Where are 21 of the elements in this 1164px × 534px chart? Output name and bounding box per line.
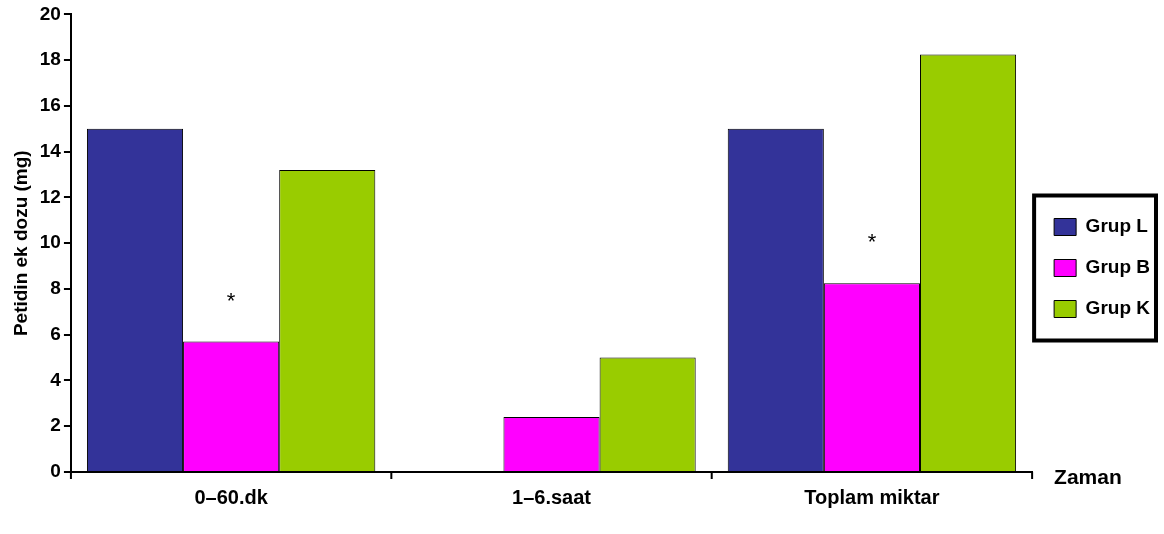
x-tick-label: Toplam miktar [804,485,940,508]
y-tick-label: 6 [50,322,61,344]
annotation: * [867,229,877,255]
legend-label: Grup K [1085,297,1151,319]
y-tick-label: 18 [39,48,61,70]
y-tick-label: 2 [50,414,61,436]
y-tick-label: 14 [39,139,62,161]
y-tick-label: 4 [50,368,62,390]
x-tick-label: 0–60.dk [194,485,269,508]
legend-label: Grup B [1085,256,1151,278]
y-tick-label: 12 [39,185,61,207]
y-tick-label: 10 [39,231,61,253]
y-tick-label: 20 [39,2,61,24]
x-tick-label: 1–6.saat [512,485,592,508]
y-tick-label: 16 [39,94,61,116]
legend-label: Grup L [1085,215,1149,237]
annotation: * [226,287,236,313]
y-tick-label: 8 [50,277,61,299]
y-axis-title: Petidin ek dozu (mg) [9,150,31,337]
y-tick-label: 0 [50,460,61,482]
x-axis-title: Zaman [1054,464,1122,488]
